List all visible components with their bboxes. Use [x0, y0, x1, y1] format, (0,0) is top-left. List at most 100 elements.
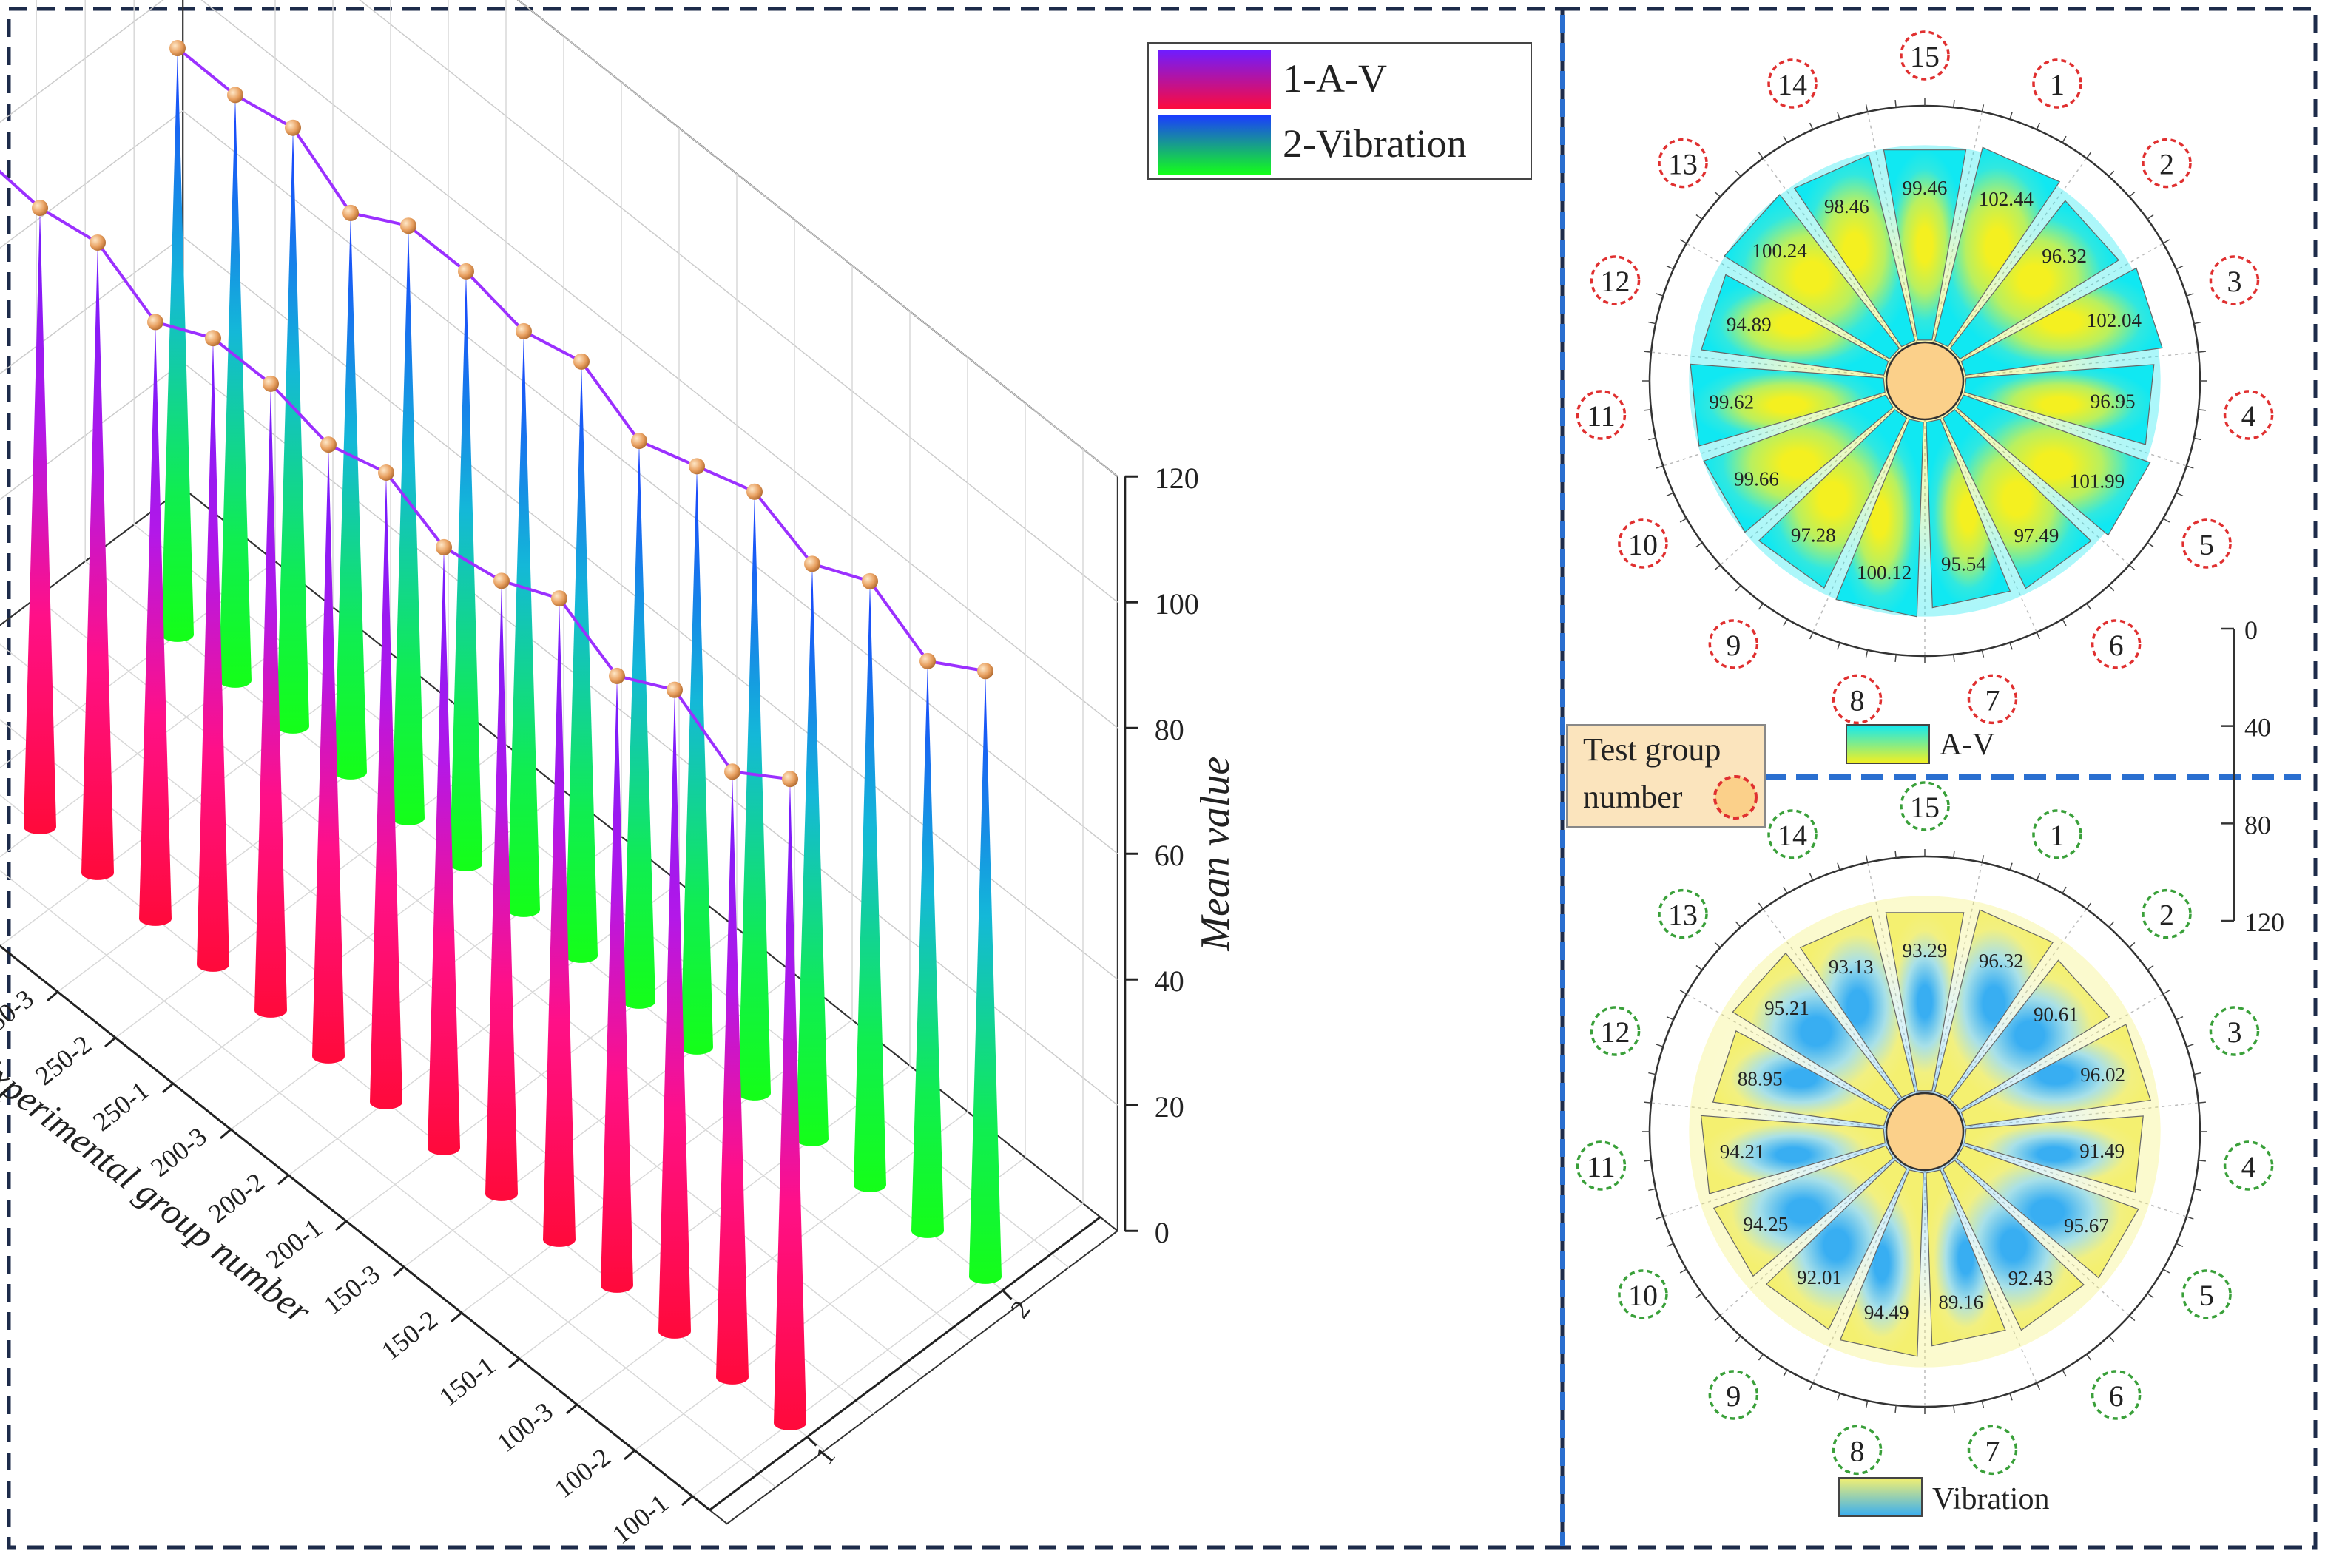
- polar-bar: [1700, 1115, 1886, 1194]
- polar-tick: [2036, 873, 2041, 881]
- polar-bar: [1934, 146, 2061, 348]
- polar-tick: [2036, 632, 2041, 640]
- polar-bar-label: 96.02: [2080, 1064, 2125, 1086]
- polar-chart-vibration: 96.32 1 90.61 2 96.02 3 91.49 4 95.67 5 92.43 6 89.1…: [1576, 781, 2274, 1476]
- group-marker-icon: [1618, 1269, 1668, 1319]
- cone-2-Vibration: [854, 581, 886, 1192]
- polar-tick: [1809, 122, 1814, 130]
- polar-tick: [1695, 1293, 1703, 1299]
- group-marker-icon: [1767, 58, 1818, 109]
- polar-bar: [1960, 1024, 2151, 1126]
- polar-bar: [1885, 912, 1965, 1092]
- cone-2-Vibration: [565, 361, 598, 963]
- polar-tick: [2108, 921, 2115, 928]
- group-number-label: 13: [1668, 148, 1698, 181]
- data-point-marker: [689, 458, 705, 475]
- polar-bar-label: 94.49: [1864, 1302, 1909, 1324]
- category-tick-label: 100-1: [607, 1488, 674, 1550]
- test-group-label-line1: Test group: [1583, 731, 1721, 768]
- polar-bar-label: 97.28: [1791, 524, 1836, 546]
- category-tick: [508, 1357, 520, 1369]
- group-number-label: 11: [1587, 1150, 1616, 1183]
- polar-bar-label: 95.54: [1941, 552, 1986, 575]
- cone-2-Vibration: [161, 48, 194, 642]
- radial-scale-label: 120: [2244, 908, 2284, 937]
- polar-tick: [1894, 654, 1897, 662]
- group-marker-icon: [1708, 619, 1759, 669]
- polar-bar: [1956, 1145, 2139, 1279]
- depth-tick: [1002, 1289, 1013, 1300]
- polar-tick: [1837, 112, 1840, 120]
- cone-1-A-V: [774, 779, 806, 1430]
- group-marker-icon: [1658, 888, 1708, 939]
- polar-bar: [1949, 959, 2110, 1111]
- polar-tick: [2086, 603, 2092, 610]
- group-marker-icon: [1658, 138, 1708, 189]
- group-marker-icon: [2091, 1370, 2142, 1420]
- data-point-marker: [493, 572, 510, 589]
- data-point-marker: [400, 217, 416, 234]
- polar-tick: [2108, 170, 2115, 178]
- radial-scale: 0 40 80 120: [2221, 615, 2284, 937]
- 3d-bar-chart: 0 20 40 60 80 100 120 Mean value 100-1100-2100-3…: [0, 0, 1532, 1550]
- polar-tick: [1666, 492, 1674, 497]
- polar-tick: [1735, 921, 1741, 928]
- legend-av: A-V: [1846, 724, 1995, 764]
- cone-1-A-V: [485, 581, 518, 1201]
- data-point-marker: [147, 314, 163, 331]
- z-tick-label: 20: [1155, 1090, 1184, 1123]
- right-panel-frame: [1560, 7, 2318, 1550]
- legend-label-vibration: 2-Vibration: [1283, 121, 1467, 166]
- cone-2-Vibration: [219, 95, 252, 688]
- group-marker-icon: [2181, 1269, 2232, 1319]
- data-point-marker: [378, 464, 394, 481]
- polar-bar: [1956, 394, 2151, 536]
- polar-tick: [1695, 542, 1703, 548]
- data-point-marker: [227, 87, 243, 104]
- cone-1-A-V: [716, 771, 749, 1385]
- group-number-label: 10: [1628, 528, 1658, 561]
- category-tick: [220, 1128, 232, 1140]
- polar-tick: [1714, 942, 1721, 948]
- polar-bar: [1926, 1169, 2006, 1347]
- group-number-label: 14: [1778, 68, 1807, 101]
- polar-tick: [2108, 584, 2115, 592]
- group-number-label: 10: [1628, 1279, 1658, 1312]
- polar-bar: [1765, 1160, 1908, 1331]
- polar-tick: [1714, 191, 1721, 197]
- group-marker-icon: [1767, 809, 1818, 859]
- group-marker-icon: [1708, 1370, 1759, 1420]
- z-tick-label: 60: [1155, 839, 1184, 872]
- depth-tick: [806, 1436, 817, 1447]
- polar-tick: [1865, 649, 1869, 658]
- polar-tick: [1714, 1315, 1721, 1322]
- polar-bar: [1883, 149, 1967, 341]
- polar-tick: [2186, 1044, 2194, 1047]
- polar-bar-label: 99.46: [1903, 177, 1948, 199]
- data-point-marker: [458, 263, 474, 280]
- polar-tick: [1644, 1160, 1652, 1162]
- z-gridline: [0, 0, 1118, 729]
- polar-tick: [1648, 437, 1656, 441]
- depth-tick-label: 2: [1005, 1295, 1036, 1324]
- polar-tick: [2009, 112, 2013, 120]
- polar-bar: [1964, 364, 2155, 445]
- polar-bar: [1949, 200, 2120, 360]
- polar-bar: [1839, 1169, 1924, 1357]
- category-tick: [566, 1403, 578, 1415]
- cone-1-A-V: [81, 242, 114, 880]
- z-gridline: [0, 109, 1118, 854]
- cone-1-A-V: [254, 383, 287, 1018]
- polar-tick: [1648, 321, 1656, 325]
- polar-bar-label: 88.95: [1738, 1068, 1783, 1090]
- data-point-marker: [263, 375, 279, 392]
- polar-tick: [2162, 1268, 2170, 1274]
- polar-tick: [2062, 618, 2067, 626]
- polar-tick: [1865, 1400, 1869, 1408]
- z-gridline: [0, 235, 1118, 980]
- data-point-marker: [285, 119, 301, 136]
- polar-tick: [1809, 1382, 1814, 1390]
- group-marker-icon: [1832, 674, 1883, 725]
- polar-tick: [1714, 564, 1721, 571]
- cone-1-A-V: [601, 675, 633, 1293]
